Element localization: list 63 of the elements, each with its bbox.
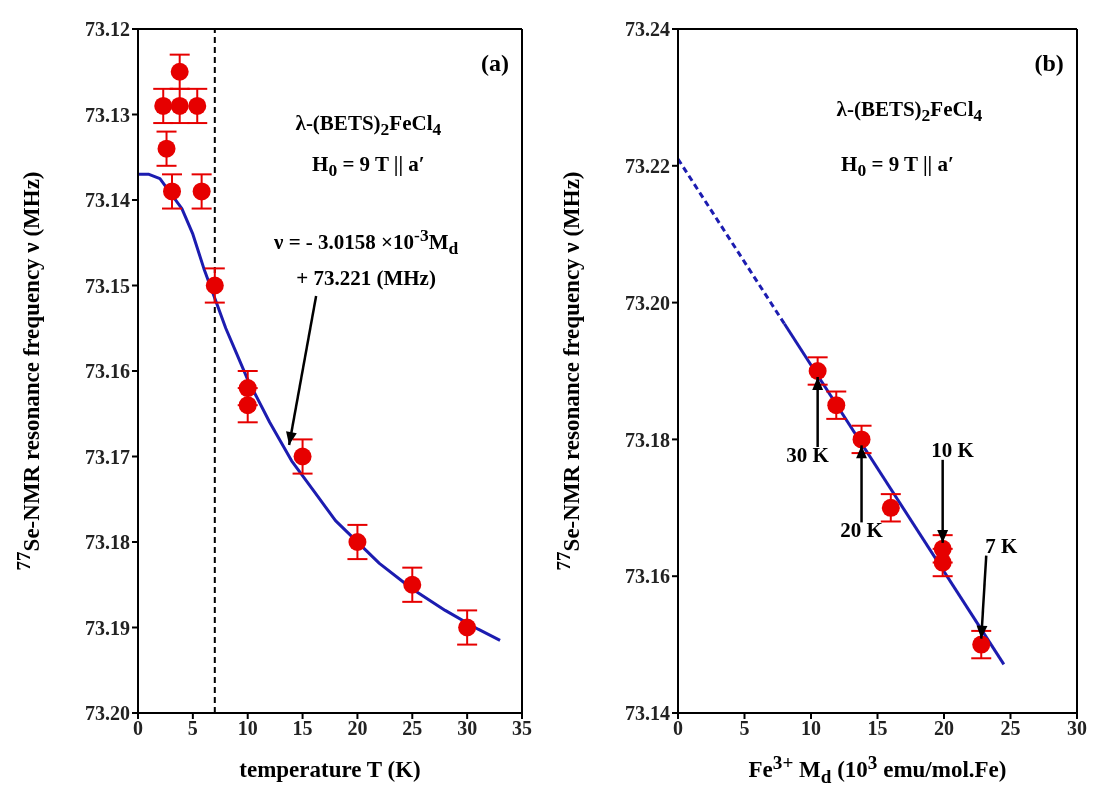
- y-tick-label: 73.18: [625, 428, 670, 451]
- y-tick-label: 73.24: [625, 18, 670, 41]
- point: [852, 430, 871, 449]
- point: [170, 62, 189, 81]
- x-tick-label: 25: [1000, 717, 1021, 740]
- annotation: H$_{0}$ = 9 T || a′: [312, 150, 425, 182]
- x-tick-label: 0: [133, 717, 143, 740]
- annotation: 30 K: [786, 442, 829, 470]
- x-axis-title: Fe$^{3+}$ M$_{d}$ (10$^{3}$ emu/mol.Fe): [748, 750, 1007, 789]
- y-tick-label: 73.14: [85, 189, 130, 212]
- point: [163, 182, 182, 201]
- point: [192, 182, 211, 201]
- y-tick-label: 73.19: [85, 616, 130, 639]
- x-axis-title: temperature T (K): [239, 755, 421, 784]
- annotation: 10 K: [931, 437, 974, 465]
- point: [808, 362, 827, 380]
- point: [403, 575, 422, 594]
- y-tick-label: 73.15: [85, 274, 130, 297]
- annotation: λ-(BETS)$_{2}$FeCl$_{4}$: [295, 109, 442, 141]
- annotation: (a): [481, 49, 510, 78]
- point: [238, 396, 257, 415]
- point: [188, 96, 207, 115]
- point: [827, 396, 846, 415]
- point: [154, 96, 173, 115]
- point: [170, 96, 189, 115]
- x-tick-label: 10: [801, 717, 821, 740]
- x-tick-label: 10: [237, 717, 258, 740]
- x-tick-label: 5: [187, 717, 198, 740]
- x-tick-label: 25: [402, 717, 423, 740]
- y-tick-label: 73.20: [85, 702, 130, 725]
- annotation: (b): [1034, 49, 1064, 78]
- point: [458, 618, 477, 637]
- annotation: H$_{0}$ = 9 T || a′: [841, 150, 954, 182]
- x-tick-label: 15: [292, 717, 313, 740]
- y-tick-label: 73.14: [625, 702, 670, 725]
- y-tick-label: 73.22: [625, 154, 670, 177]
- x-tick-label: 20: [934, 717, 954, 740]
- annotation: 7 K: [985, 532, 1018, 560]
- x-tick-label: 0: [673, 717, 683, 740]
- point: [972, 635, 991, 654]
- point: [933, 553, 952, 572]
- x-tick-label: 30: [457, 717, 478, 740]
- point: [238, 379, 257, 398]
- x-tick-label: 20: [347, 717, 368, 740]
- annotation: ν = - 3.0158 ×10$^{-3}$M$_{d}$ + 73.221 (MHz): [274, 223, 459, 292]
- y-tick-label: 73.16: [85, 360, 130, 383]
- y-tick-label: 73.17: [85, 445, 130, 468]
- x-tick-label: 15: [867, 717, 888, 740]
- x-tick-label: 30: [1067, 717, 1087, 740]
- y-tick-label: 73.20: [625, 291, 670, 314]
- annotation: 20 K: [840, 517, 883, 545]
- annotation: λ-(BETS)$_{2}$FeCl$_{4}$: [836, 96, 983, 128]
- y-tick-label: 73.18: [85, 531, 130, 554]
- point: [293, 447, 312, 466]
- point: [157, 139, 176, 158]
- y-tick-label: 73.13: [85, 103, 130, 126]
- point: [881, 498, 900, 517]
- y-tick-label: 73.16: [625, 565, 670, 588]
- x-tick-label: 5: [739, 717, 750, 740]
- point: [205, 276, 224, 295]
- y-tick-label: 73.12: [85, 18, 130, 41]
- x-tick-label: 35: [512, 717, 532, 740]
- point: [348, 533, 367, 551]
